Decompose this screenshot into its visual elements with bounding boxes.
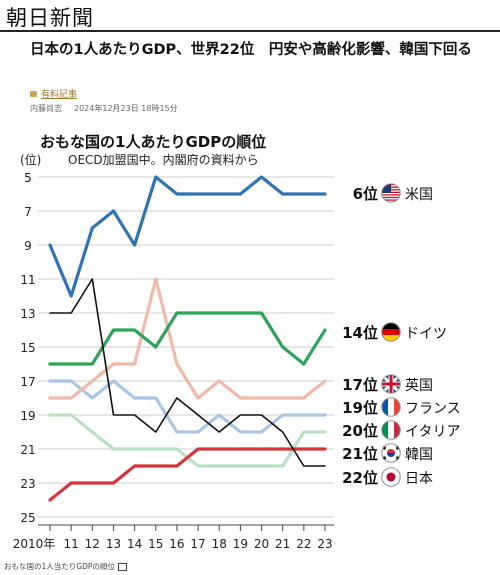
country-label: イタリア bbox=[405, 424, 460, 440]
flag-stripe bbox=[382, 199, 400, 201]
y-tick-label: 13 bbox=[20, 307, 35, 321]
country-label: フランス bbox=[405, 401, 461, 417]
flag-stripe bbox=[382, 194, 400, 196]
flag-stripe bbox=[382, 196, 400, 199]
x-tick-label: 20 bbox=[254, 537, 269, 551]
flag-border bbox=[381, 183, 401, 203]
flag-sun bbox=[386, 472, 396, 482]
rank-label: 19位 bbox=[342, 399, 378, 417]
flag-trigram bbox=[383, 456, 386, 460]
lock-icon bbox=[30, 91, 37, 97]
series-line-0 bbox=[48, 175, 327, 298]
chart-title: おもな国の1人あたりGDPの順位 bbox=[40, 133, 267, 151]
flag-band bbox=[394, 421, 400, 439]
y-tick-label: 23 bbox=[20, 477, 35, 491]
flag-border bbox=[381, 374, 401, 394]
x-tick-label: 12 bbox=[85, 537, 100, 551]
x-tick-label: 13 bbox=[106, 537, 121, 551]
flag-border bbox=[381, 420, 401, 440]
x-tick-label: 15 bbox=[148, 537, 163, 551]
figure-caption[interactable]: おもな国の1人当たりGDPの順位 bbox=[4, 561, 127, 572]
country-label: 英国 bbox=[405, 377, 433, 394]
rank-label: 17位 bbox=[342, 376, 378, 394]
flag-canton bbox=[382, 184, 391, 193]
premium-label: 有料記事 bbox=[41, 90, 78, 100]
y-tick-label: 15 bbox=[20, 341, 35, 355]
y-tick-label: 19 bbox=[20, 409, 35, 423]
flag-border bbox=[381, 443, 401, 463]
article-headline: 日本の1人あたりGDP、世界22位 円安や高齢化影響、韓国下回る bbox=[30, 42, 472, 58]
rank-label: 21位 bbox=[342, 445, 378, 463]
series-line-6 bbox=[49, 278, 326, 467]
author-name: 内藤尚志 bbox=[30, 104, 62, 113]
series-line-1 bbox=[48, 311, 327, 366]
rank-label: 22位 bbox=[342, 469, 378, 487]
country-label: ドイツ bbox=[405, 326, 447, 342]
country-label: 日本 bbox=[405, 471, 433, 487]
x-tick-label: 21 bbox=[275, 537, 290, 551]
rank-label: 20位 bbox=[342, 422, 378, 440]
x-tick-label: 11 bbox=[64, 537, 79, 551]
flag-taegeuk bbox=[387, 453, 395, 457]
x-tick-label: 17 bbox=[190, 537, 205, 551]
flag-band bbox=[394, 398, 400, 416]
y-tick-label: 5 bbox=[24, 171, 32, 185]
flag-border bbox=[381, 322, 401, 342]
flag-band bbox=[382, 421, 388, 439]
flag-taegeuk bbox=[387, 449, 395, 453]
y-tick-label: 21 bbox=[20, 443, 35, 457]
flag-border bbox=[381, 397, 401, 417]
rank-label: 14位 bbox=[342, 324, 378, 342]
image-icon bbox=[117, 563, 127, 571]
x-tick-label: 18 bbox=[212, 537, 227, 551]
flag-band bbox=[382, 323, 400, 329]
x-tick-label: 22 bbox=[296, 537, 311, 551]
flag-trigram bbox=[396, 446, 399, 450]
chart-subtitle: OECD加盟国中。内閣府の資料から bbox=[68, 153, 259, 167]
series-line-3 bbox=[48, 379, 327, 434]
premium-badge[interactable]: 有料記事 bbox=[30, 87, 77, 100]
flag-border bbox=[381, 467, 401, 487]
flag-trigram bbox=[396, 456, 399, 460]
y-axis-unit-label: (位) bbox=[20, 153, 42, 167]
flag-band bbox=[388, 421, 394, 439]
y-tick-label: 25 bbox=[20, 511, 35, 525]
y-tick-label: 17 bbox=[20, 375, 35, 389]
x-tick-label: 14 bbox=[127, 537, 142, 551]
y-tick-label: 9 bbox=[24, 239, 32, 253]
flag-band bbox=[382, 329, 400, 335]
y-tick-label: 7 bbox=[24, 205, 32, 219]
country-label: 米国 bbox=[405, 187, 433, 203]
country-label: 韓国 bbox=[405, 447, 433, 463]
series-line-5 bbox=[48, 447, 327, 502]
flag-cross bbox=[389, 375, 393, 393]
x-tick-label: 23 bbox=[317, 537, 332, 551]
flag-band bbox=[388, 398, 394, 416]
figure-caption-text: おもな国の1人当たりGDPの順位 bbox=[4, 562, 115, 571]
flag-trigram bbox=[383, 446, 386, 450]
x-tick-label: 2010年 bbox=[13, 537, 56, 551]
publish-timestamp: 2024年12月23日 18時15分 bbox=[74, 104, 178, 113]
rank-label: 6位 bbox=[353, 185, 378, 203]
flag-band bbox=[382, 335, 400, 341]
flag-band bbox=[382, 398, 388, 416]
series-line-2 bbox=[48, 277, 327, 400]
masthead: 朝日新聞 bbox=[0, 0, 500, 32]
x-tick-label: 16 bbox=[169, 537, 184, 551]
x-tick-label: 19 bbox=[233, 537, 248, 551]
site-logo[interactable]: 朝日新聞 bbox=[6, 6, 94, 30]
byline: 内藤尚志 2024年12月23日 18時15分 bbox=[30, 103, 190, 114]
y-tick-label: 11 bbox=[20, 273, 35, 287]
